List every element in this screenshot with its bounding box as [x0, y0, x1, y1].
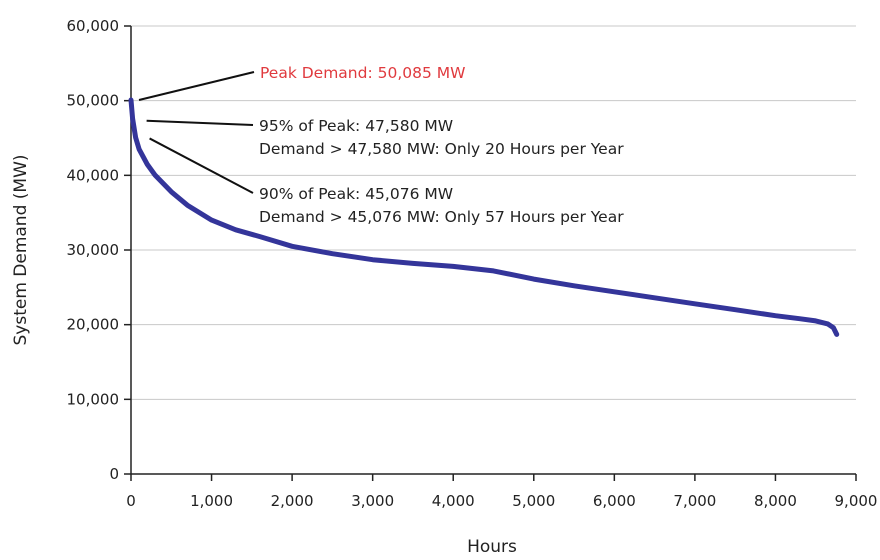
- x-tick-label: 2,000: [271, 492, 314, 510]
- annotation-text-2-0: 90% of Peak: 45,076 MW: [259, 185, 453, 203]
- tick-labels: 0 10,000 20,000 30,000 40,000 50,000 60,000 0 1,…: [67, 17, 878, 510]
- y-tick-label: 20,000: [67, 316, 120, 334]
- annotation-text-1-1: Demand > 47,580 MW: Only 20 Hours per Ye…: [259, 140, 624, 158]
- x-tick-label: 9,000: [835, 492, 878, 510]
- x-tick-label: 5,000: [512, 492, 555, 510]
- y-tick-label: 10,000: [67, 390, 120, 408]
- x-tick-label: 6,000: [593, 492, 636, 510]
- x-axis-label: Hours: [467, 537, 517, 557]
- y-axis-label: System Demand (MW): [11, 154, 31, 345]
- annotation-leader-line-1: [146, 119, 254, 126]
- annotation-text-0-0: Peak Demand: 50,085 MW: [260, 64, 465, 82]
- gridlines: [131, 25, 856, 400]
- annotation-leader-line-2: [149, 137, 254, 194]
- x-tick-label: 3,000: [351, 492, 394, 510]
- annotation-layer: Peak Demand: 50,085 MW 95% of Peak: 47,58…: [138, 64, 624, 226]
- annotation-text-2-1: Demand > 45,076 MW: Only 57 Hours per Ye…: [259, 208, 624, 226]
- x-tick-label: 8,000: [754, 492, 797, 510]
- y-tick-label: 60,000: [67, 17, 120, 35]
- x-tick-label: 1,000: [190, 492, 233, 510]
- y-tick-label: 50,000: [67, 92, 120, 110]
- annotation-leader-line-0: [138, 71, 255, 102]
- x-tick-label: 7,000: [673, 492, 716, 510]
- x-tick-label: 0: [126, 492, 136, 510]
- annotation-text-1-0: 95% of Peak: 47,580 MW: [259, 117, 453, 135]
- y-tick-label: 30,000: [67, 241, 120, 259]
- y-tick-label: 0: [109, 465, 119, 483]
- series-layer: [128, 97, 840, 337]
- x-tick-label: 4,000: [432, 492, 475, 510]
- y-tick-label: 40,000: [67, 166, 120, 184]
- axes: [124, 25, 857, 481]
- demand-series-line-0: [128, 97, 840, 337]
